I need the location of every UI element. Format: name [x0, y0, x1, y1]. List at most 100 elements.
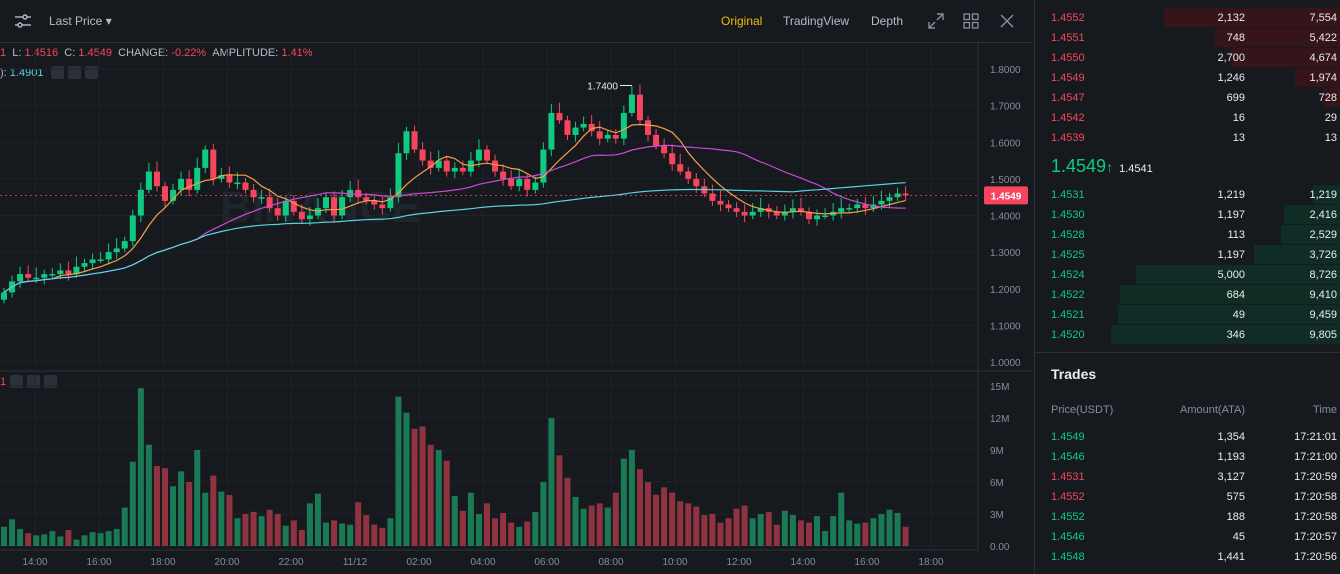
- volume-bar: [870, 518, 877, 546]
- candle: [258, 197, 265, 199]
- candle: [886, 197, 893, 201]
- ask-price: 1.4551: [1051, 32, 1085, 44]
- ask-row[interactable]: 1.4551 748 5,422: [1035, 27, 1340, 47]
- ask-row[interactable]: 1.4552 2,132 7,554: [1035, 7, 1340, 27]
- candle: [484, 149, 490, 161]
- volume-bar: [685, 503, 692, 546]
- volume-tick-label: 3M: [990, 510, 1004, 521]
- time-tick-label: 11/12: [343, 557, 368, 568]
- bid-row[interactable]: 1.4530 1,197 2,416: [1035, 204, 1340, 224]
- candle: [298, 211, 305, 220]
- chart-panel: Last Price ▾ Original TradingView Depth …: [0, 0, 1032, 574]
- candle: [733, 208, 740, 212]
- divider: [1035, 352, 1340, 353]
- candle: [97, 259, 104, 261]
- candle: [894, 193, 901, 198]
- price-type-dropdown[interactable]: Last Price ▾: [49, 14, 112, 28]
- candle: [379, 204, 386, 209]
- candle: [862, 204, 869, 209]
- bid-row[interactable]: 1.4524 5,000 8,726: [1035, 264, 1340, 284]
- bid-row[interactable]: 1.4522 684 9,410: [1035, 284, 1340, 304]
- vol-close-icon[interactable]: [44, 375, 58, 388]
- bid-row[interactable]: 1.4531 1,219 1,219: [1035, 184, 1340, 204]
- bid-row[interactable]: 1.4521 49 9,459: [1035, 304, 1340, 324]
- trade-amount: 1,441: [1217, 551, 1245, 563]
- ask-row[interactable]: 1.4539 13 13: [1035, 127, 1340, 147]
- volume-bar: [669, 492, 676, 546]
- candle: [572, 127, 579, 135]
- candle: [677, 164, 684, 172]
- volume-bar: [451, 495, 458, 546]
- bid-row[interactable]: 1.4525 1,197 3,726: [1035, 244, 1340, 264]
- candle: [765, 208, 772, 212]
- settings-icon[interactable]: [67, 66, 81, 79]
- candle: [508, 178, 515, 187]
- low-value: 1.4516: [24, 47, 59, 59]
- ask-row[interactable]: 1.4550 2,700 4,674: [1035, 47, 1340, 67]
- time-tick-label: 04:00: [470, 557, 495, 568]
- price-chart[interactable]: BINANCE 1.8000 1.7000 1.6000 1.5000 1.4000 1.…: [0, 0, 1032, 574]
- ask-row[interactable]: 1.4549 1,246 1,974: [1035, 67, 1340, 87]
- bid-total: 8,726: [1309, 269, 1337, 281]
- bid-row[interactable]: 1.4520 346 9,805: [1035, 324, 1340, 344]
- volume-bar: [894, 512, 901, 546]
- volume-bar: [508, 522, 515, 546]
- volume-bar: [612, 492, 619, 546]
- trades-header-amount: Amount(ATA): [1180, 404, 1245, 416]
- volume-bar: [484, 503, 490, 546]
- candle: [73, 266, 80, 275]
- price-tick-label: 1.5000: [990, 175, 1021, 186]
- ask-row[interactable]: 1.4547 699 728: [1035, 87, 1340, 107]
- close-small-icon[interactable]: [84, 66, 98, 79]
- price-tick-label: 1.0000: [990, 358, 1021, 369]
- volume-bar: [757, 514, 764, 546]
- eye-icon[interactable]: [50, 66, 64, 79]
- volume-bar: [580, 508, 587, 546]
- tab-tradingview[interactable]: TradingView: [783, 14, 850, 28]
- volume-bar: [781, 510, 788, 546]
- trade-row: 1.4552 188 17:20:58: [1035, 507, 1340, 527]
- candle: [492, 160, 499, 172]
- volume-bar: [411, 428, 418, 546]
- bid-amount: 346: [1226, 329, 1245, 341]
- bid-total: 1,219: [1309, 189, 1337, 201]
- trade-time: 17:20:58: [1294, 491, 1337, 503]
- trade-row: 1.4546 45 17:20:57: [1035, 527, 1340, 547]
- volume-bar: [797, 520, 804, 546]
- watermark: BINANCE: [220, 183, 420, 232]
- bid-row[interactable]: 1.4528 113 2,529: [1035, 224, 1340, 244]
- candle: [250, 189, 257, 198]
- candle: [822, 215, 829, 217]
- candle: [757, 208, 764, 212]
- current-price-label: 1.4549: [991, 191, 1022, 202]
- candle: [419, 149, 426, 161]
- volume-bar: [427, 444, 434, 546]
- candle: [121, 241, 128, 249]
- vol-eye-icon[interactable]: [10, 375, 24, 388]
- settings-sliders-icon[interactable]: [14, 12, 32, 30]
- candle: [717, 200, 724, 205]
- fullscreen-icon[interactable]: [927, 12, 945, 30]
- tab-original[interactable]: Original: [721, 14, 763, 28]
- ask-row[interactable]: 1.4542 16 29: [1035, 107, 1340, 127]
- volume-bar: [878, 514, 885, 546]
- bid-price: 1.4531: [1051, 189, 1085, 201]
- grid-layout-icon[interactable]: [962, 12, 980, 30]
- close-icon[interactable]: [998, 12, 1016, 30]
- bid-price: 1.4525: [1051, 249, 1085, 261]
- volume-tick-label: 12M: [990, 414, 1009, 425]
- depth-bar: [1120, 285, 1340, 304]
- high-annotation: 1.7400: [587, 81, 618, 92]
- trade-price: 1.4549: [1051, 431, 1085, 443]
- candle: [290, 200, 297, 212]
- candle: [435, 160, 442, 168]
- amplitude-value: 1.41%: [281, 47, 313, 59]
- volume-bar: [556, 455, 563, 546]
- candle: [604, 134, 611, 139]
- bid-amount: 113: [1227, 229, 1245, 241]
- candle: [612, 134, 619, 139]
- ma-prefix: ):: [0, 67, 7, 79]
- tab-depth[interactable]: Depth: [871, 14, 904, 28]
- vol-settings-icon[interactable]: [27, 375, 41, 388]
- candle: [347, 189, 354, 198]
